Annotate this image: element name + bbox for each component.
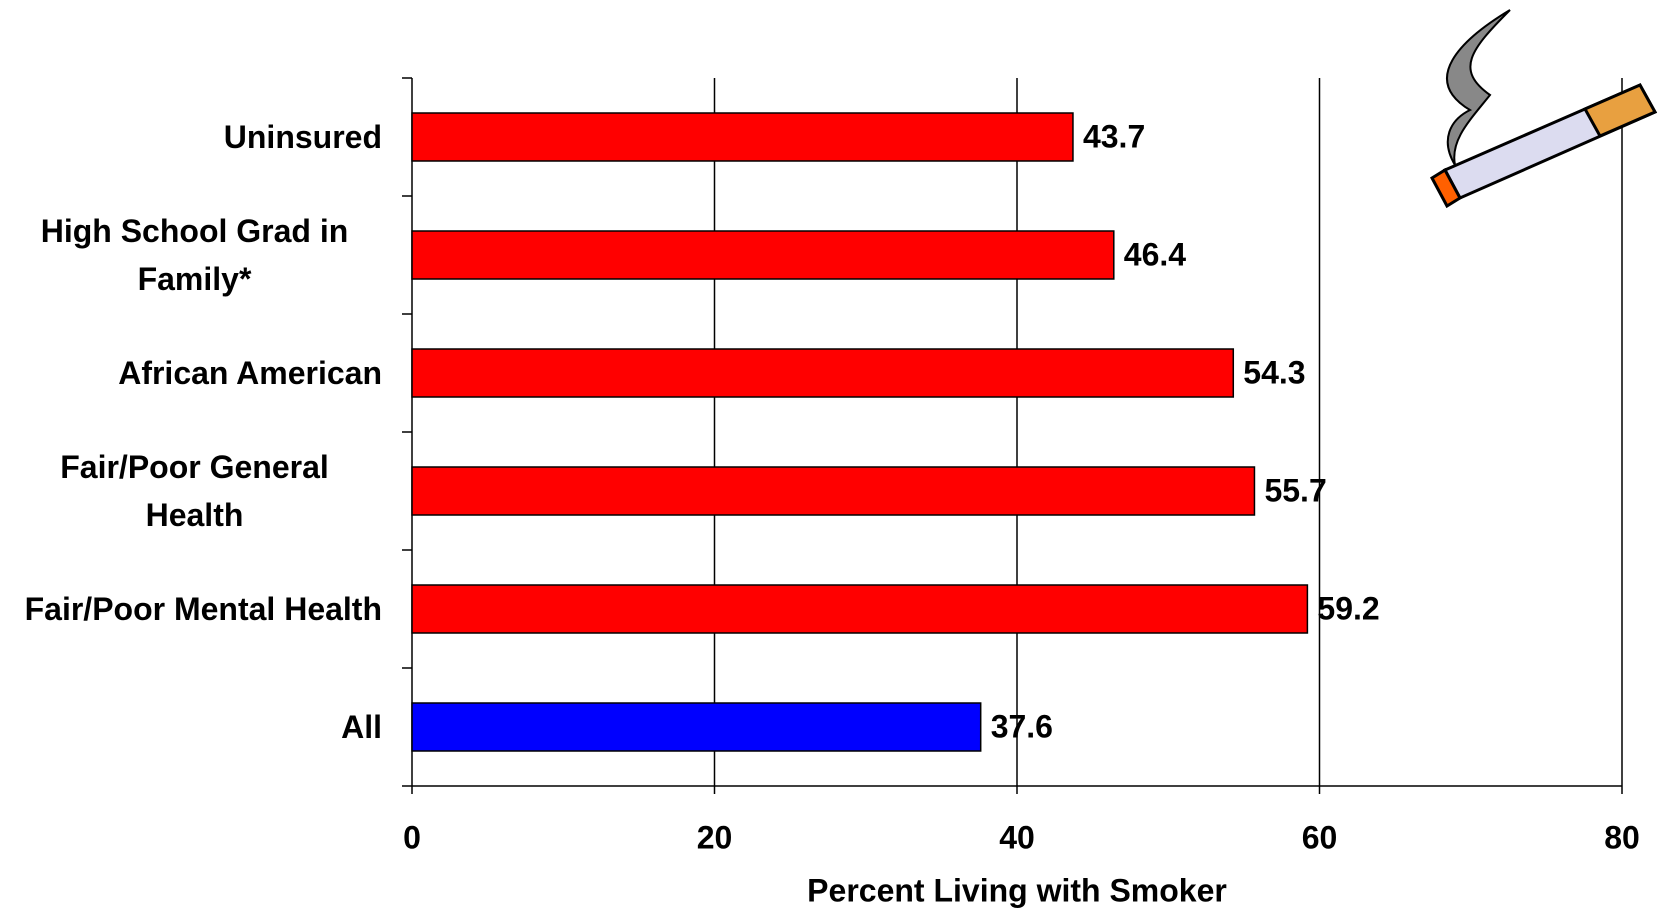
x-tick-label: 60 — [1302, 819, 1338, 855]
x-tick-label: 0 — [403, 819, 421, 855]
bar — [411, 584, 1309, 634]
value-label: 43.7 — [1083, 118, 1145, 154]
bar — [411, 230, 1115, 280]
y-tick-label-box: Uninsured — [2, 82, 382, 192]
bar — [411, 702, 982, 752]
x-tick-label: 20 — [697, 819, 733, 855]
x-axis-title: Percent Living with Smoker — [807, 872, 1227, 908]
y-tick-label: African American — [118, 355, 382, 391]
y-tick-label: Uninsured — [223, 119, 382, 155]
value-label: 55.7 — [1264, 472, 1326, 508]
y-tick-label: Fair/Poor Mental Health — [24, 591, 382, 627]
bar — [411, 112, 1074, 162]
value-label: 59.2 — [1317, 590, 1379, 626]
y-tick-label-box: African American — [2, 318, 382, 428]
y-tick-label-box: Fair/Poor Mental Health — [2, 554, 382, 664]
x-tick-label: 40 — [999, 819, 1035, 855]
y-tick-label: All — [341, 709, 382, 745]
bar — [411, 348, 1235, 398]
y-tick-label-box: Fair/Poor General Health — [2, 436, 382, 546]
value-label: 46.4 — [1124, 236, 1186, 272]
x-tick-label: 80 — [1604, 819, 1640, 855]
y-tick-label: Fair/Poor General Health — [60, 449, 329, 533]
value-label: 37.6 — [991, 708, 1053, 744]
y-tick-label-box: High School Grad in Family* — [2, 200, 382, 310]
bar — [411, 466, 1256, 516]
cigarette-icon — [1430, 9, 1658, 209]
y-tick-label-box: All — [2, 672, 382, 782]
y-tick-label: High School Grad in Family* — [40, 213, 349, 297]
value-label: 54.3 — [1243, 354, 1305, 390]
